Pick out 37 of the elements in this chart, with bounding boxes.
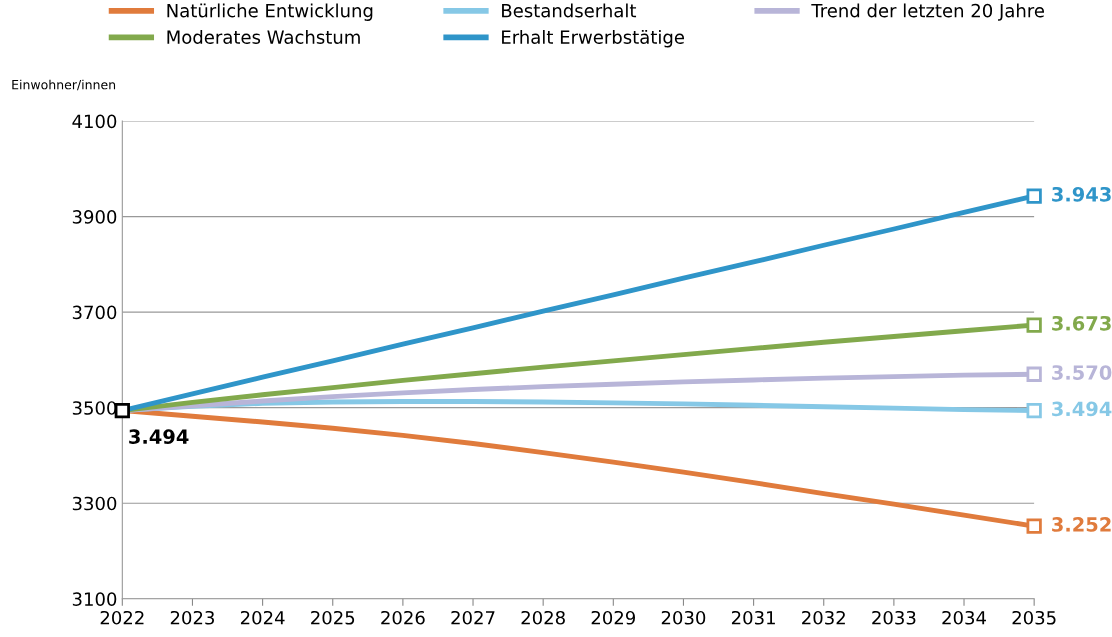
x-tick-label: 2023 xyxy=(170,610,214,625)
x-tick-label: 2034 xyxy=(942,610,986,625)
x-tick-label: 2028 xyxy=(521,610,565,625)
x-tick-label: 2030 xyxy=(661,610,706,625)
y-tick-label: 3300 xyxy=(72,496,117,511)
x-tick-label: 2025 xyxy=(311,610,355,625)
point xyxy=(1026,366,1042,382)
legend-label: Natürliche Entwicklung xyxy=(167,3,373,21)
x-tick-label: 2024 xyxy=(240,610,285,625)
x-tick-label: 2026 xyxy=(381,610,425,625)
legend-label: Trend der letzten 20 Jahre xyxy=(811,3,1044,21)
x-tick-label: 2022 xyxy=(100,610,144,625)
point xyxy=(1026,188,1042,204)
y-tick-label: 4100 xyxy=(72,114,117,129)
data-label: 3.494 xyxy=(1052,401,1112,417)
y-tick-label: 3100 xyxy=(72,592,117,606)
x-tick-label: 2033 xyxy=(872,610,916,625)
y-tick-label: 3700 xyxy=(72,305,117,320)
data-label: 3.570 xyxy=(1052,365,1112,380)
y-axis-title: Einwohner/innen xyxy=(12,79,116,91)
y-tick-label: 3900 xyxy=(72,210,117,224)
data-label: 3.252 xyxy=(1052,517,1111,532)
legend-label: Moderates Wachstum xyxy=(167,29,360,44)
annotation: 3.494 xyxy=(129,429,189,444)
point xyxy=(1026,518,1042,534)
x-tick-label: 2031 xyxy=(731,610,775,625)
x-tick-label: 2032 xyxy=(802,610,845,625)
x-tick-label: 2027 xyxy=(451,610,495,625)
point xyxy=(1026,317,1042,333)
point xyxy=(1026,402,1042,419)
data-label: 3.943 xyxy=(1052,186,1111,202)
legend-label: Bestandserhalt xyxy=(502,3,637,18)
data-label: 3.673 xyxy=(1052,315,1111,331)
x-tick-label: 2035 xyxy=(1012,610,1056,625)
x-tick-label: 2029 xyxy=(591,610,636,625)
y-tick-label: 3500 xyxy=(72,401,117,415)
legend-label: Erhalt Erwerbstätige xyxy=(502,29,685,48)
